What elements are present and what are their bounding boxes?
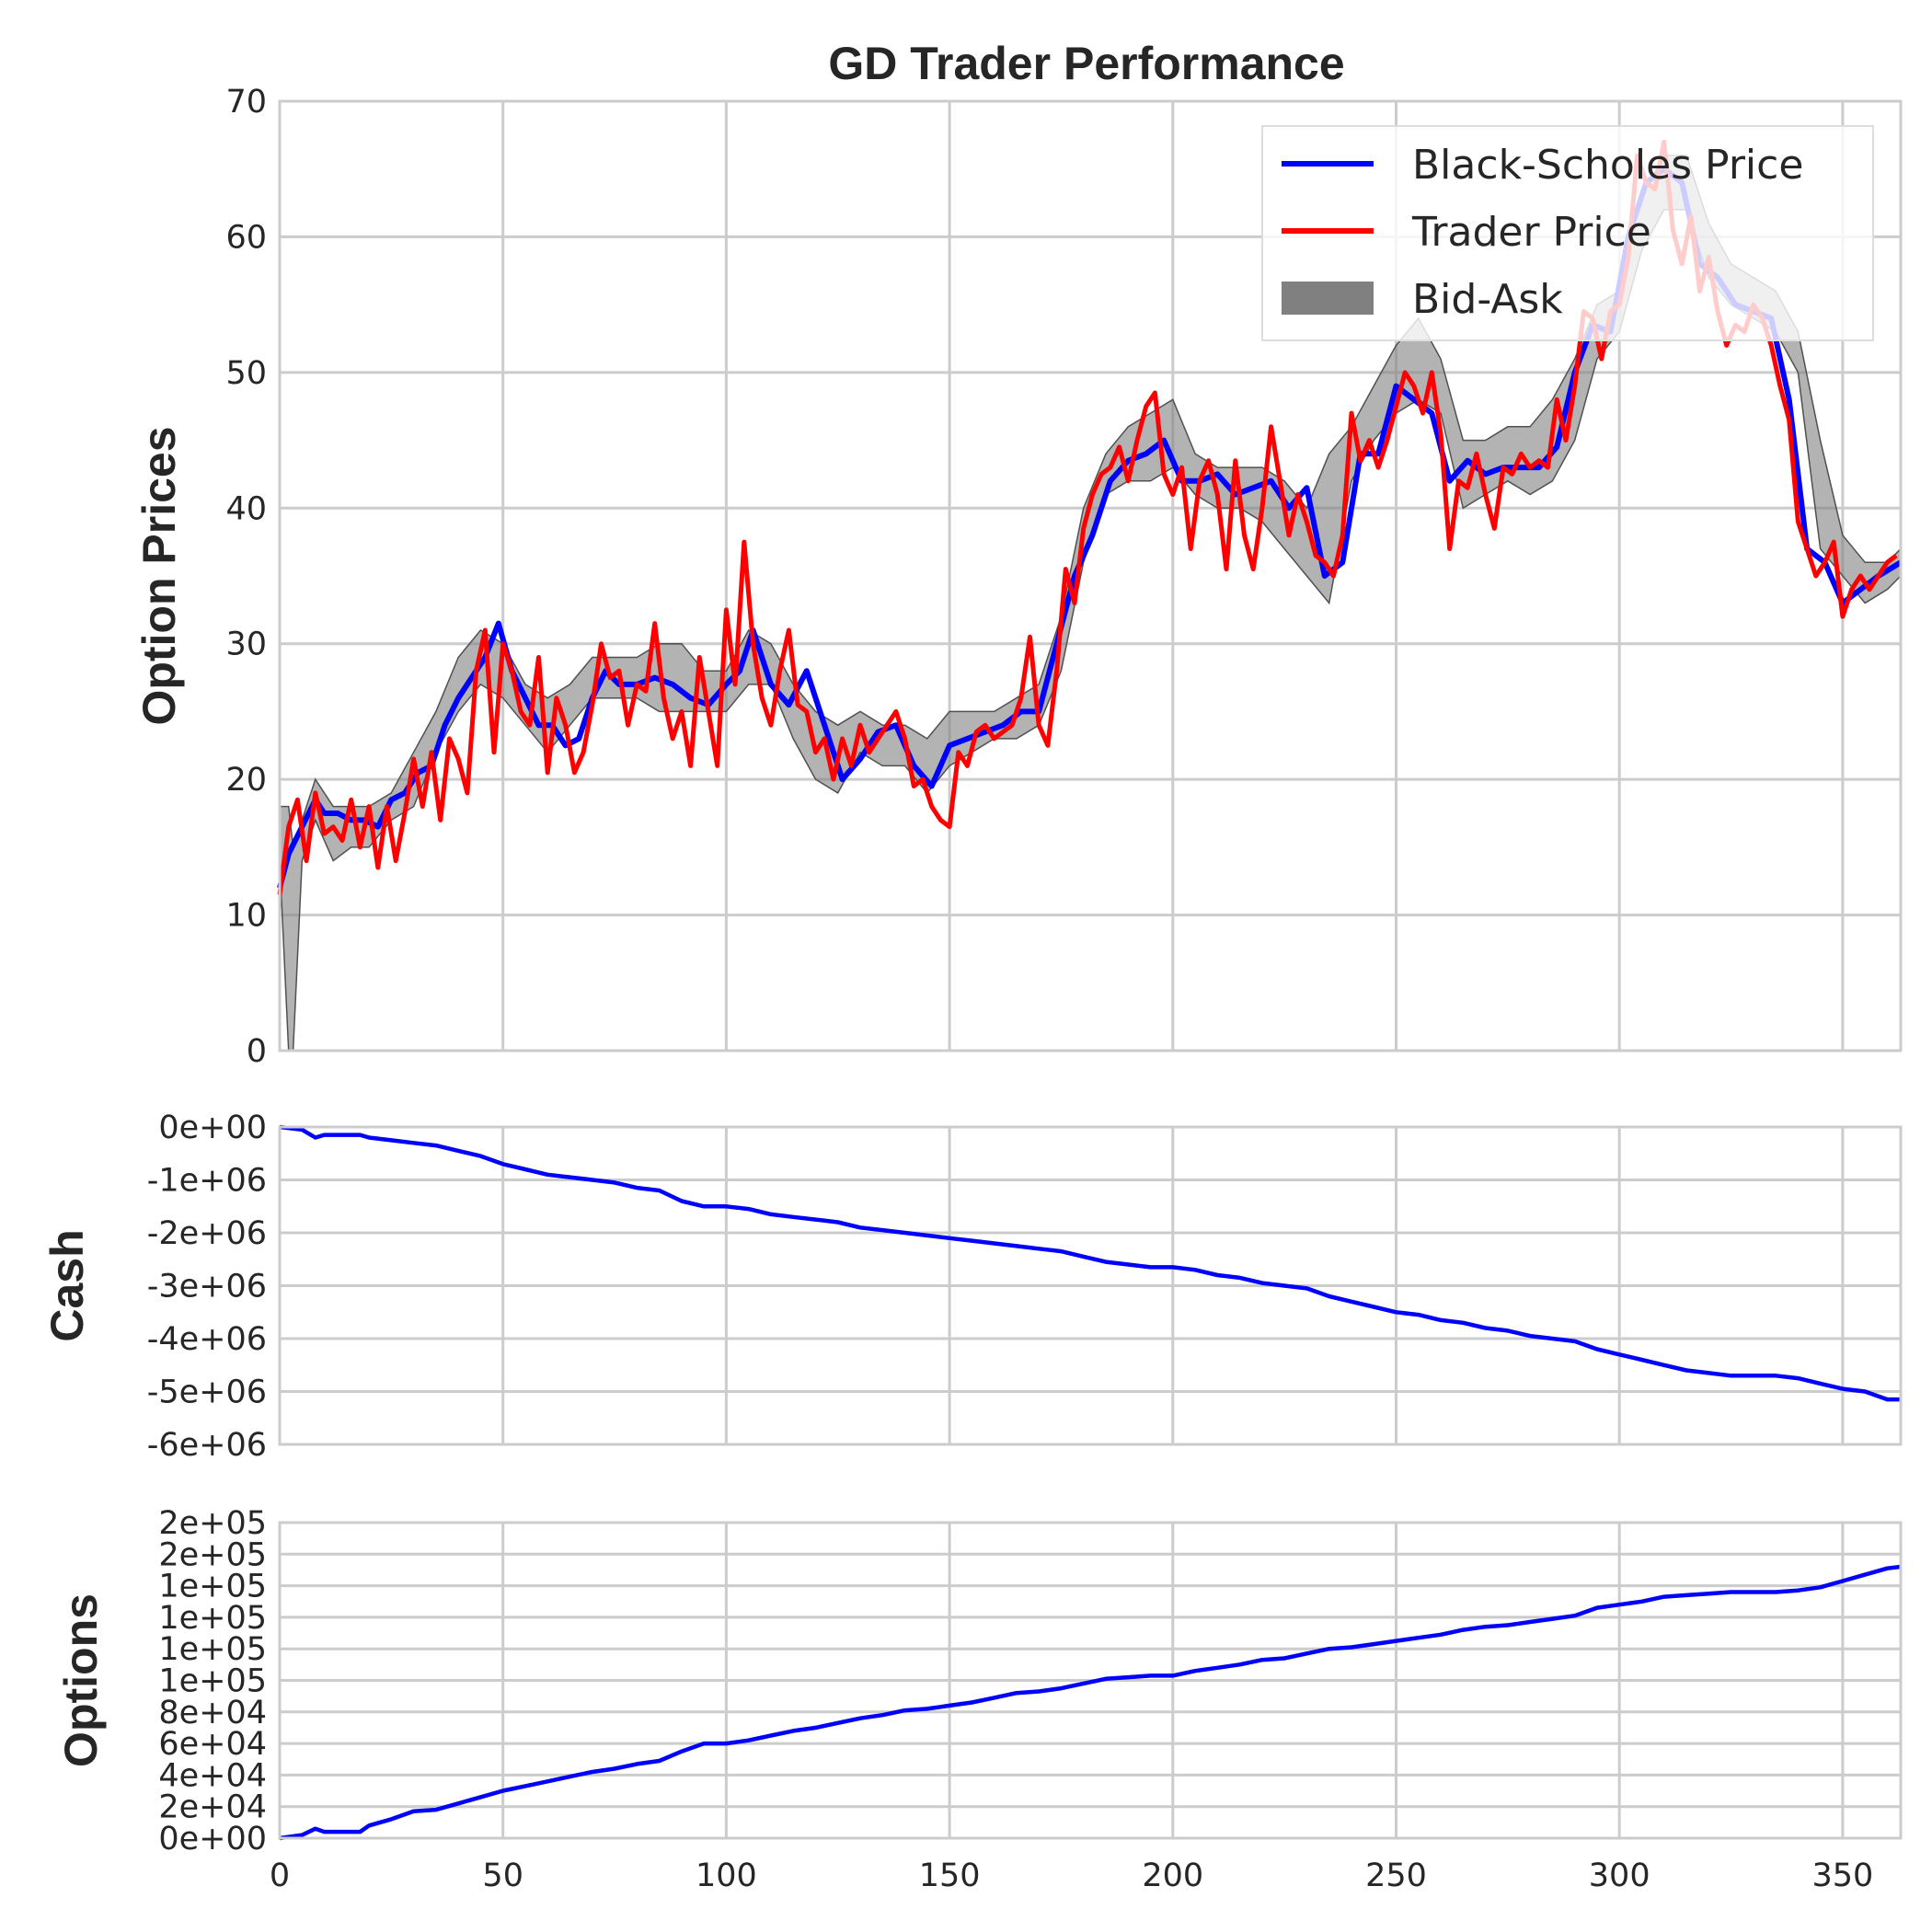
- legend-swatch-bid-ask: [1282, 282, 1374, 315]
- x-tick-label: 0: [270, 1857, 290, 1894]
- x-tick-label: 200: [1142, 1857, 1203, 1894]
- x-tick-label: 300: [1589, 1857, 1650, 1894]
- y-tick-label: 70: [225, 84, 267, 121]
- y-tick-label: 1e+05: [158, 1600, 267, 1637]
- y-axis-label: Options: [55, 1593, 107, 1767]
- y-tick-label: 0e+00: [158, 1821, 267, 1857]
- y-tick-label: 50: [225, 355, 267, 392]
- y-tick-label: 4e+04: [158, 1757, 267, 1794]
- y-tick-label: 2e+04: [158, 1789, 267, 1826]
- x-tick-label: 150: [919, 1857, 981, 1894]
- y-tick-label: 0: [247, 1033, 267, 1070]
- y-axis-label: Cash: [41, 1229, 93, 1341]
- series-cash-line: [279, 1124, 1901, 1402]
- y-tick-label: 8e+04: [158, 1695, 267, 1731]
- panel-1: 0 10 20 30 40 50 60 70 Option Prices Black-Schole…: [133, 84, 1903, 1070]
- y-tick-label: 40: [225, 490, 267, 527]
- y-tick-label: -4e+06: [147, 1321, 267, 1358]
- y-tick-label: 10: [225, 898, 267, 935]
- y-tick-label: 2e+05: [158, 1536, 267, 1573]
- legend-entry-label: Black-Scholes Price: [1412, 142, 1803, 189]
- y-tick-label: 30: [225, 627, 267, 663]
- panel-3: 0e+002e+044e+046e+048e+041e+051e+051e+05…: [55, 1505, 1903, 1894]
- legend-entry-label: Trader Price: [1411, 209, 1651, 256]
- y-tick-label: -6e+06: [147, 1427, 267, 1464]
- series-options-line: [279, 1564, 1902, 1841]
- y-tick-label: 2e+05: [158, 1505, 267, 1542]
- y-tick-label: 20: [225, 762, 267, 799]
- x-tick-label: 350: [1811, 1857, 1873, 1894]
- y-axis-label: Option Prices: [133, 426, 185, 725]
- legend-entry-label: Bid-Ask: [1412, 276, 1563, 323]
- x-tick-label: 100: [696, 1857, 757, 1894]
- y-tick-label: 6e+04: [158, 1726, 267, 1763]
- y-tick-label: -5e+06: [147, 1374, 267, 1411]
- plot-frame: [278, 99, 1903, 1052]
- y-tick-label: 1e+05: [158, 1663, 267, 1700]
- y-tick-label: -1e+06: [147, 1163, 267, 1200]
- y-tick-label: -3e+06: [147, 1269, 267, 1305]
- plot-frame: [278, 1125, 1903, 1446]
- y-tick-label: 1e+05: [158, 1631, 267, 1668]
- y-tick-label: -2e+06: [147, 1215, 267, 1252]
- y-tick-label: 1e+05: [158, 1569, 267, 1605]
- plot-frame: [278, 1521, 1903, 1840]
- x-tick-label: 250: [1365, 1857, 1427, 1894]
- x-tick-label: 50: [482, 1857, 523, 1894]
- y-tick-label: 60: [225, 219, 267, 256]
- y-tick-label: 0e+00: [158, 1110, 267, 1146]
- legend: Black-Scholes Price Trader Price Bid-Ask: [1261, 125, 1874, 341]
- chart-title: GD Trader Performance: [828, 38, 1344, 89]
- panel-2: 0e+00 -1e+06 -2e+06 -3e+06 -4e+06 -5e+06 -6e+0…: [41, 1110, 1903, 1464]
